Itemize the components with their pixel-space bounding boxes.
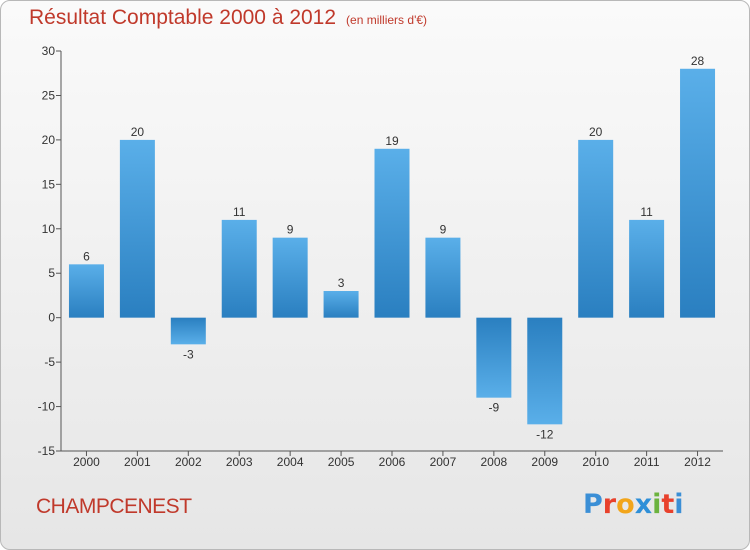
bar-2002 xyxy=(170,317,206,345)
x-tick-label: 2011 xyxy=(634,455,660,469)
y-tick-label: 15 xyxy=(42,177,56,191)
logo-letter: o xyxy=(616,489,635,520)
bar-2008 xyxy=(476,317,512,398)
x-tick-label: 2007 xyxy=(430,455,457,469)
bar-2009 xyxy=(527,317,563,425)
x-tick-label: 2012 xyxy=(684,455,711,469)
bar-2004 xyxy=(272,237,308,318)
chart-subtitle: (en milliers d'€) xyxy=(346,13,428,27)
logo-letter: x xyxy=(634,489,653,520)
y-tick-label: 25 xyxy=(42,88,56,102)
data-label-2000: 6 xyxy=(83,249,90,263)
bar-2007 xyxy=(425,237,461,318)
data-label-2006: 19 xyxy=(385,134,399,148)
chart-title: Résultat Comptable 2000 à 2012 xyxy=(29,6,337,29)
bar-2006 xyxy=(374,148,410,318)
data-label-2009: -12 xyxy=(536,427,554,441)
proxiti-logo: Proxiti xyxy=(583,489,684,520)
x-tick-label: 2000 xyxy=(73,455,100,469)
x-tick-label: 2010 xyxy=(582,455,609,469)
logo-letter: r xyxy=(602,489,617,520)
y-tick-label: 30 xyxy=(42,44,56,58)
data-label-2004: 9 xyxy=(287,223,294,237)
chart-heading: Résultat Comptable 2000 à 2012 (en millie… xyxy=(29,6,427,30)
y-tick-label: -15 xyxy=(38,444,56,458)
data-label-2002: -3 xyxy=(183,347,194,361)
x-tick-label: 2003 xyxy=(226,455,253,469)
data-label-2010: 20 xyxy=(589,125,603,139)
data-label-2011: 11 xyxy=(640,205,653,219)
bar-2000 xyxy=(68,264,104,318)
logo-letter: P xyxy=(583,489,603,520)
logo-letter: t xyxy=(661,489,675,520)
bar-2011 xyxy=(629,219,665,318)
y-tick-label: 5 xyxy=(48,266,55,280)
x-tick-label: 2009 xyxy=(531,455,558,469)
data-label-2005: 3 xyxy=(338,276,345,290)
data-label-2007: 9 xyxy=(440,223,447,237)
bar-2001 xyxy=(119,139,155,318)
x-tick-label: 2002 xyxy=(175,455,202,469)
x-tick-label: 2005 xyxy=(328,455,355,469)
place-name: CHAMPCENEST xyxy=(36,495,192,518)
y-tick-label: 20 xyxy=(42,133,56,147)
y-tick-label: 0 xyxy=(48,311,55,325)
y-tick-label: -10 xyxy=(38,400,56,414)
bar-2003 xyxy=(221,219,257,318)
bar-2012 xyxy=(680,68,716,318)
y-tick-label: 10 xyxy=(42,222,56,236)
data-label-2003: 11 xyxy=(233,205,246,219)
logo-letter: i xyxy=(674,489,684,520)
logo-letter: i xyxy=(652,489,662,520)
x-tick-label: 2004 xyxy=(277,455,304,469)
data-label-2008: -9 xyxy=(489,401,500,415)
data-label-2001: 20 xyxy=(131,125,145,139)
y-tick-label: -5 xyxy=(44,355,55,369)
data-label-2012: 28 xyxy=(691,54,705,68)
x-tick-label: 2008 xyxy=(480,455,507,469)
bar-2005 xyxy=(323,291,359,318)
x-tick-label: 2001 xyxy=(124,455,151,469)
bar-2010 xyxy=(578,139,614,318)
x-tick-label: 2006 xyxy=(379,455,406,469)
